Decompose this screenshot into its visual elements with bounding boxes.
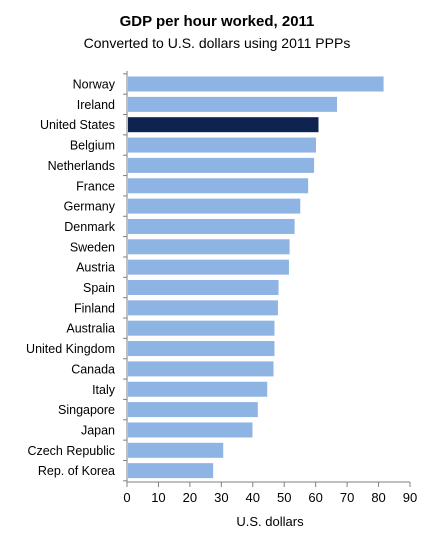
category-label-spain: Spain (83, 281, 115, 295)
x-tick-label-20: 20 (183, 490, 197, 505)
category-label-ireland: Ireland (77, 98, 115, 112)
bar-rep-of-korea (128, 463, 214, 479)
bar-netherlands (128, 157, 315, 173)
bar-belgium (128, 137, 316, 153)
bar-italy (128, 381, 268, 397)
category-label-italy: Italy (92, 383, 116, 397)
x-tick-label-0: 0 (123, 490, 130, 505)
x-tick-label-90: 90 (403, 490, 417, 505)
category-label-united-states: United States (40, 118, 115, 132)
bar-united-kingdom (128, 341, 275, 357)
bar-canada (128, 361, 274, 377)
bar-united-states (128, 117, 319, 133)
bar-germany (128, 198, 301, 214)
bar-japan (128, 422, 253, 438)
bars (128, 76, 384, 479)
bar-australia (128, 320, 275, 336)
category-label-austria: Austria (76, 261, 115, 275)
category-label-finland: Finland (74, 301, 115, 315)
category-labels: Norway Ireland United States Belgium Netherl… (26, 78, 116, 479)
bar-denmark (128, 218, 295, 234)
bar-norway (128, 76, 384, 92)
category-label-canada: Canada (71, 362, 115, 376)
bar-france (128, 178, 309, 194)
category-label-australia: Australia (66, 322, 115, 336)
category-label-netherlands: Netherlands (48, 159, 115, 173)
axes (123, 70, 410, 483)
x-axis-title: U.S. dollars (236, 514, 304, 529)
bar-spain (128, 280, 279, 295)
chart-title: GDP per hour worked, 2011 (120, 13, 315, 30)
category-label-germany: Germany (64, 200, 116, 214)
bar-czech-republic (128, 442, 224, 458)
x-tick-label-50: 50 (277, 490, 291, 505)
x-tick-label-10: 10 (151, 490, 165, 505)
category-label-belgium: Belgium (70, 139, 115, 153)
x-tick-label-60: 60 (308, 490, 322, 505)
bar-austria (128, 259, 289, 275)
bar-singapore (128, 402, 258, 418)
x-axis-ticks: 0 10 20 30 40 50 60 70 80 90 (123, 482, 417, 505)
category-label-sweden: Sweden (70, 240, 115, 254)
category-label-united-kingdom: United Kingdom (26, 342, 115, 356)
category-label-czech-republic: Czech Republic (27, 444, 115, 458)
x-tick-label-80: 80 (371, 490, 385, 505)
category-label-norway: Norway (73, 78, 116, 92)
bar-ireland (128, 96, 338, 112)
bar-sweden (128, 239, 290, 255)
x-tick-label-70: 70 (340, 490, 354, 505)
x-tick-label-40: 40 (246, 490, 260, 505)
category-label-france: France (76, 179, 115, 193)
chart-subtitle: Converted to U.S. dollars using 2011 PPP… (84, 35, 351, 51)
category-label-singapore: Singapore (58, 403, 115, 417)
x-tick-label-30: 30 (214, 490, 228, 505)
category-label-denmark: Denmark (64, 220, 115, 234)
category-label-japan: Japan (81, 423, 115, 437)
bar-finland (128, 300, 278, 316)
category-label-rep-of-korea: Rep. of Korea (38, 464, 115, 478)
